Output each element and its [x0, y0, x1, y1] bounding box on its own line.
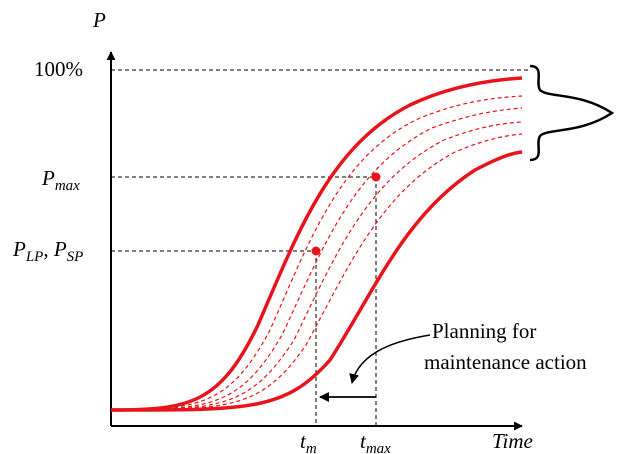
- x-tick-t-m: tm: [300, 429, 317, 454]
- x-axis-label: Time: [492, 429, 533, 453]
- y-tick-p-max: Pmax: [41, 166, 80, 194]
- distribution-bracket: [529, 64, 615, 162]
- dashed-curve-1: [110, 95, 523, 411]
- annotation-line-2: maintenance action: [424, 350, 587, 374]
- y-tick-p-lp-sp: PLP, PSP: [12, 237, 83, 265]
- dashed-curve-3: [110, 121, 523, 411]
- point-t-m: [311, 246, 321, 256]
- dashed-curve-4: [110, 133, 523, 411]
- dashed-curve-2: [110, 107, 523, 411]
- annotation-pointer-arrow: [349, 334, 431, 384]
- x-tick-t-max: tmax: [360, 429, 391, 454]
- annotation-line-1: Planning for: [432, 319, 536, 343]
- y-tick-100-percent: 100%: [34, 57, 83, 81]
- lower-bound-curve: [110, 150, 523, 412]
- degradation-curves: [110, 76, 523, 412]
- upper-bound-curve: [110, 76, 523, 412]
- point-t-max: [371, 172, 381, 182]
- y-axis-label: P: [92, 8, 106, 32]
